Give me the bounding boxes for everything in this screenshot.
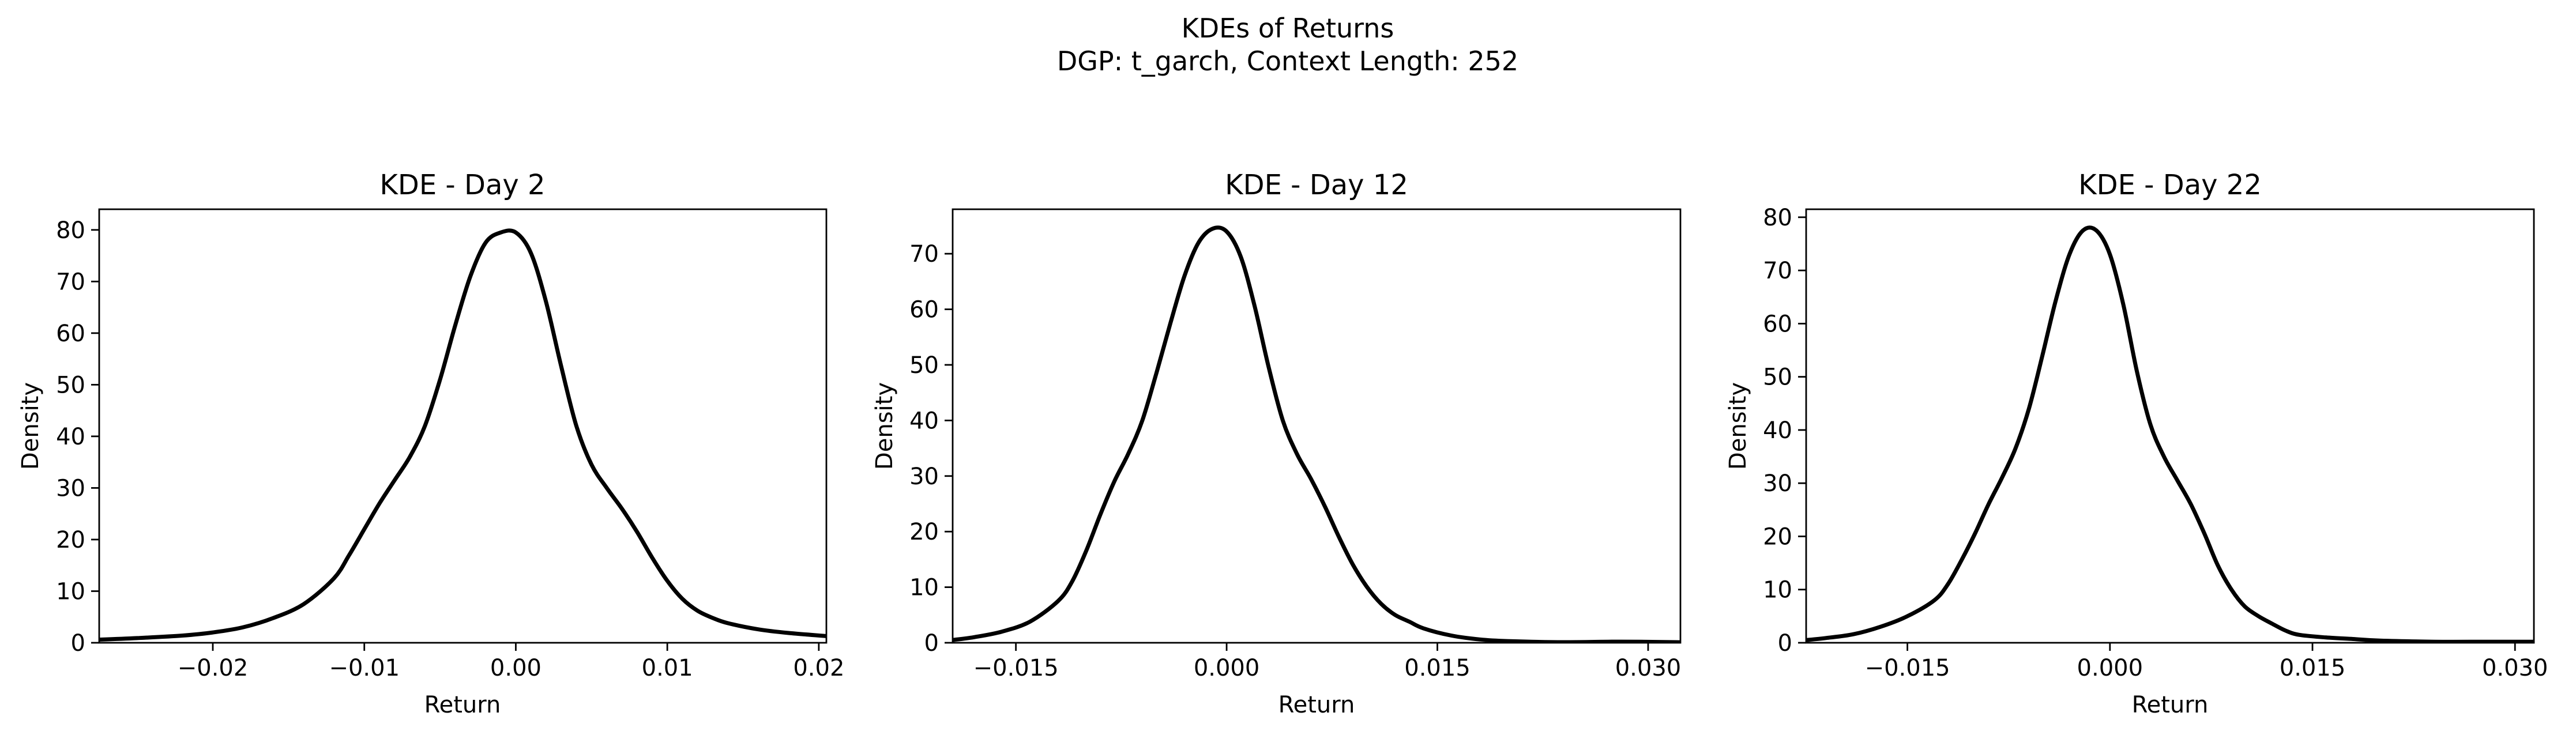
x-axis-label: Return xyxy=(2132,692,2209,718)
kde-curve xyxy=(953,225,1680,643)
x-tick-label: 0.000 xyxy=(1194,655,1260,681)
y-axis-label: Density xyxy=(17,382,44,470)
kde-panel-day-22: KDE - Day 22 −0.015 0.000 0.015 0.030 0 10 20 3… xyxy=(1725,169,2548,718)
y-tick-label: 60 xyxy=(1763,311,1792,337)
y-tick-label: 30 xyxy=(909,463,939,490)
kde-curve xyxy=(99,228,826,642)
x-tick-label: 0.030 xyxy=(2482,655,2548,681)
y-tick-label: 70 xyxy=(56,269,85,295)
y-tick-label: 10 xyxy=(1763,577,1792,604)
x-tick-label: 0.000 xyxy=(2077,655,2143,681)
x-tick-label: 0.030 xyxy=(1615,655,1682,681)
y-tick-label: 80 xyxy=(1763,205,1792,231)
y-tick-label: 10 xyxy=(909,575,939,601)
plot-area: −0.02 −0.01 0.00 0.01 0.02 0 10 20 30 40 50 60 70 80 xyxy=(56,217,844,681)
plot-area: −0.015 0.000 0.015 0.030 0 10 20 30 40 50 60 70 xyxy=(909,225,1682,681)
x-tick-label: −0.01 xyxy=(329,655,400,681)
x-tick-label: −0.02 xyxy=(178,655,249,681)
figure-suptitle-line-1: KDEs of Returns xyxy=(1182,13,1394,44)
x-tick-label: 0.01 xyxy=(642,655,693,681)
y-tick-label: 60 xyxy=(56,321,85,347)
axes-frame xyxy=(1805,208,2535,644)
y-axis-label: Density xyxy=(871,382,898,470)
panel-title: KDE - Day 2 xyxy=(379,169,545,201)
y-tick-label: 40 xyxy=(56,424,85,450)
kde-curve xyxy=(1806,225,2534,643)
x-axis-label: Return xyxy=(424,692,501,718)
x-tick-label: 0.00 xyxy=(490,655,541,681)
plot-area: −0.015 0.000 0.015 0.030 0 10 20 30 40 50 60 70 80 xyxy=(1763,205,2548,681)
y-tick-label: 40 xyxy=(909,408,939,434)
y-tick-label: 50 xyxy=(1763,364,1792,391)
y-tick-label: 20 xyxy=(909,519,939,545)
axes-frame xyxy=(952,208,1682,644)
y-tick-label: 20 xyxy=(1763,523,1792,550)
y-tick-label: 50 xyxy=(56,372,85,398)
y-tick-label: 50 xyxy=(909,352,939,379)
y-tick-label: 0 xyxy=(1778,630,1792,657)
x-tick-label: 0.015 xyxy=(2280,655,2346,681)
y-axis-label: Density xyxy=(1725,382,1751,470)
panel-title: KDE - Day 22 xyxy=(2078,169,2262,201)
x-tick-label: −0.015 xyxy=(1865,655,1950,681)
y-tick-label: 10 xyxy=(56,578,85,605)
panel-title: KDE - Day 12 xyxy=(1225,169,1408,201)
y-tick-label: 70 xyxy=(909,241,939,267)
x-axis-label: Return xyxy=(1278,692,1355,718)
x-tick-label: 0.015 xyxy=(1404,655,1471,681)
kde-panel-day-12: KDE - Day 12 −0.015 0.000 0.015 0.030 0 10 20 3… xyxy=(871,169,1682,718)
kde-panel-day-2: KDE - Day 2 −0.02 −0.01 0.00 0.01 0.02 0 10 20 3… xyxy=(17,169,844,718)
y-tick-label: 0 xyxy=(71,630,85,657)
x-tick-label: −0.015 xyxy=(973,655,1059,681)
axes-frame xyxy=(98,208,828,644)
y-tick-label: 40 xyxy=(1763,417,1792,444)
y-tick-label: 60 xyxy=(909,297,939,323)
y-tick-label: 20 xyxy=(56,527,85,553)
x-tick-label: 0.02 xyxy=(793,655,844,681)
y-tick-label: 30 xyxy=(56,475,85,502)
figure-suptitle-line-2: DGP: t_garch, Context Length: 252 xyxy=(1057,46,1518,77)
y-tick-label: 30 xyxy=(1763,470,1792,497)
y-tick-label: 70 xyxy=(1763,258,1792,284)
y-tick-label: 80 xyxy=(56,217,85,244)
y-tick-label: 0 xyxy=(924,630,939,657)
